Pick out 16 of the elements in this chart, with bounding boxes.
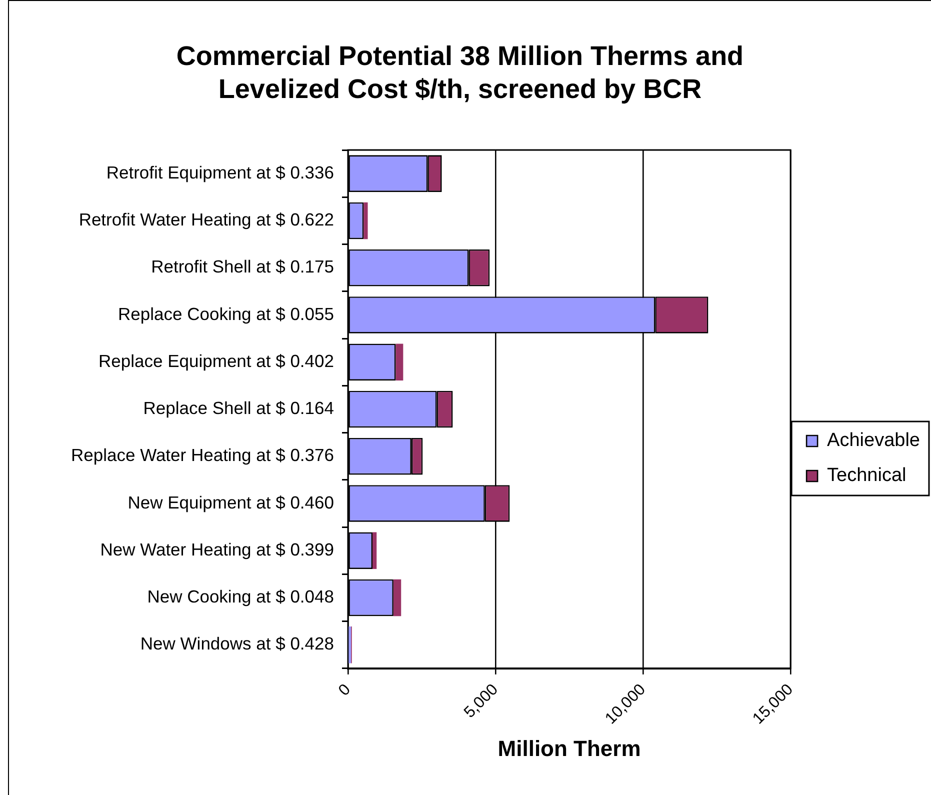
y-tick-label: New Windows at $ 0.428 (140, 634, 334, 654)
x-tick-label: 0 (336, 681, 354, 700)
y-tick-label: Retrofit Equipment at $ 0.336 (106, 162, 334, 182)
y-tick-label: New Cooking at $ 0.048 (147, 586, 334, 607)
y-tick-label: Retrofit Shell at $ 0.175 (151, 256, 334, 277)
y-tick-label: Retrofit Water Heating at $ 0.622 (78, 210, 334, 230)
x-axis-title: Million Therm (498, 736, 641, 761)
legend-label: Achievable (827, 430, 920, 452)
y-tick-label: Replace Shell at $ 0.164 (143, 398, 334, 418)
y-tick-label: Replace Equipment at $ 0.402 (98, 350, 334, 371)
y-tick-label: New Water Heating at $ 0.399 (100, 539, 334, 560)
legend-label: Technical (827, 465, 906, 486)
y-tick-label: Replace Water Heating at $ 0.376 (71, 445, 334, 466)
chart-title: Commercial Potential 38 Million Therms and Levelized Cost $/th, screened by BCR (175, 40, 745, 106)
y-tick-label: New Equipment at $ 0.460 (128, 492, 334, 512)
y-tick-label: Replace Cooking at $ 0.055 (118, 304, 334, 324)
